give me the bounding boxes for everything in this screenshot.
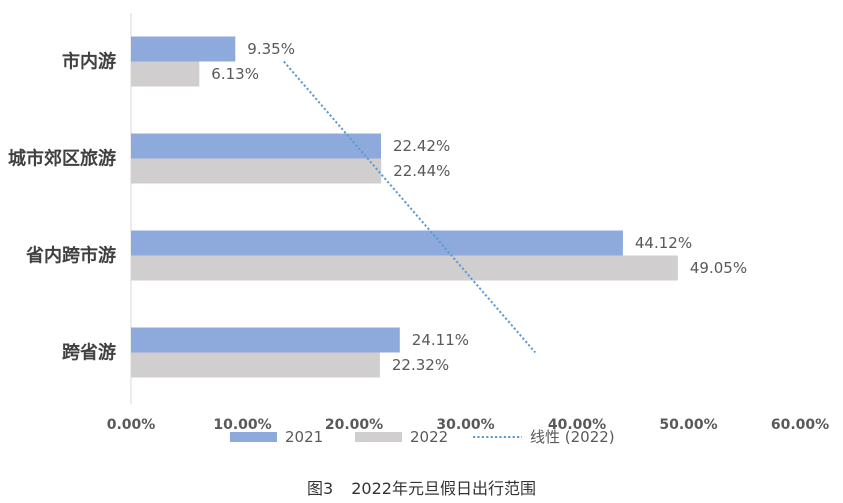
category-label: 跨省游: [62, 342, 116, 364]
bar-2022: [131, 61, 200, 87]
category-label: 省内跨市游: [25, 245, 116, 267]
data-label-2022: 6.13%: [211, 65, 259, 83]
data-label-2022: 22.32%: [392, 356, 449, 374]
legend-label-2022: 2022: [410, 428, 448, 446]
bar-chart: 9.35% 6.13% 22.42% 22.44% 44.12% 49.05% 24.11%…: [8, 13, 829, 446]
figure-number: 图3: [307, 479, 334, 498]
trendline-group: [283, 60, 537, 354]
bar-2021: [131, 36, 236, 62]
trendline: [283, 60, 537, 354]
bars: [131, 36, 678, 378]
bar-2022: [131, 255, 678, 281]
legend-swatch-2022: [355, 432, 402, 442]
data-label-2021: 9.35%: [247, 40, 295, 58]
figure-caption: 图3 2022年元旦假日出行范围: [0, 478, 843, 500]
legend-swatch-2021: [230, 432, 277, 442]
x-tick-label: 40.00%: [548, 417, 606, 433]
legend-label-trendline: 线性 (2022): [530, 428, 615, 446]
legend: 2021 2022 线性 (2022): [230, 428, 615, 446]
x-tick-label: 20.00%: [325, 417, 383, 433]
data-label-2021: 22.42%: [393, 137, 450, 155]
bar-2021: [131, 327, 400, 353]
category-label: 市内游: [62, 51, 116, 73]
x-tick-label: 10.00%: [213, 417, 271, 433]
x-tick-label: 30.00%: [436, 417, 494, 433]
bar-2022: [131, 158, 382, 184]
bar-2022: [131, 352, 380, 378]
data-label-2021: 24.11%: [412, 331, 469, 349]
x-tick-label: 60.00%: [771, 417, 829, 433]
x-axis-ticks: 0.00% 10.00% 20.00% 30.00% 40.00% 50.00% 60.00…: [107, 417, 829, 433]
figure-title: 2022年元旦假日出行范围: [351, 479, 536, 498]
bar-2021: [131, 133, 381, 159]
bar-2021: [131, 230, 623, 256]
data-label-2022: 22.44%: [393, 162, 450, 180]
data-label-2021: 44.12%: [635, 234, 692, 252]
x-tick-label: 50.00%: [659, 417, 717, 433]
data-label-2022: 49.05%: [690, 259, 747, 277]
x-tick-label: 0.00%: [107, 417, 156, 433]
legend-label-2021: 2021: [285, 428, 323, 446]
category-label: 城市郊区旅游: [8, 148, 116, 170]
data-labels: 9.35% 6.13% 22.42% 22.44% 44.12% 49.05% 24.11%…: [211, 40, 747, 374]
